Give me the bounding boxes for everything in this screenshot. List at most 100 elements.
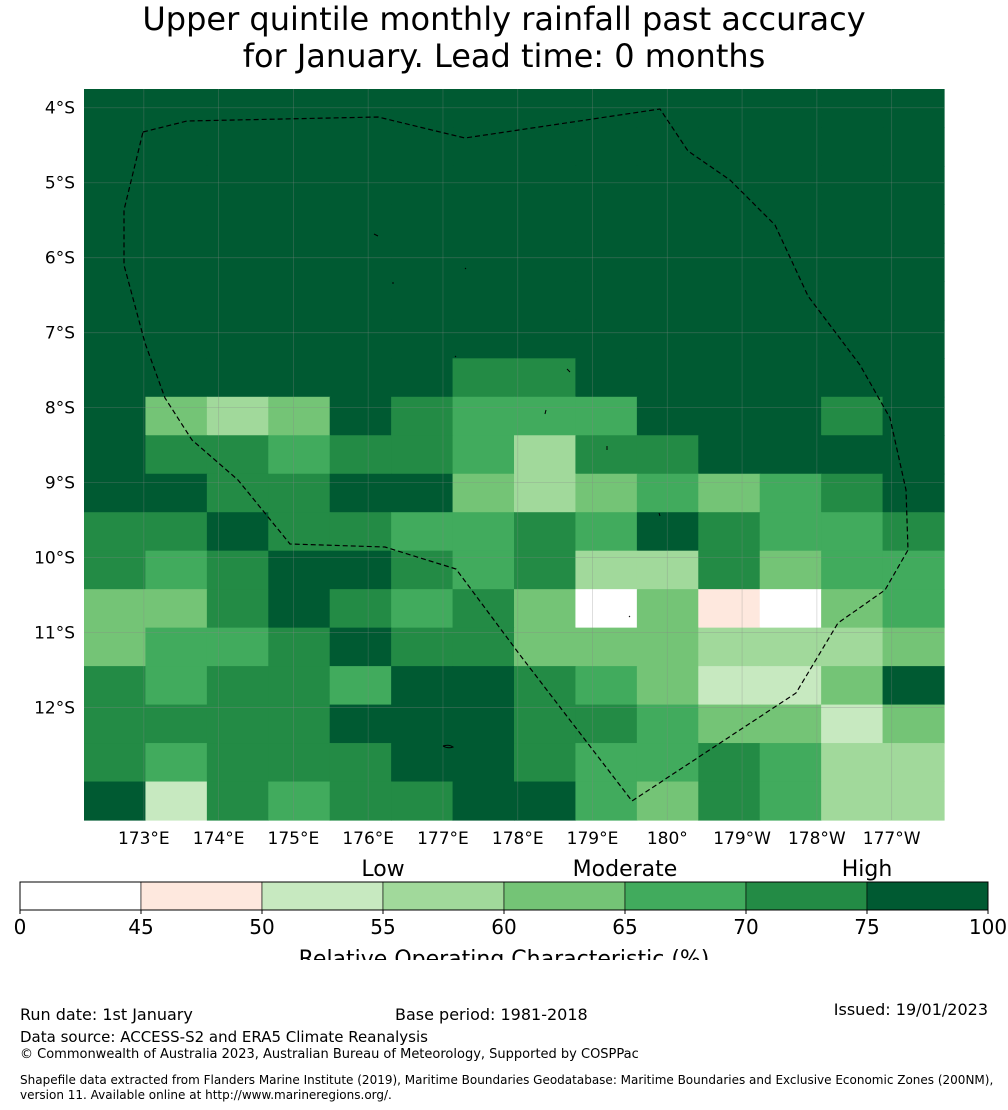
grid-cell (698, 781, 761, 821)
longitude-label: 174°E (193, 829, 245, 849)
base-period: Base period: 1981-2018 (395, 1005, 588, 1024)
grid-cell (329, 550, 392, 590)
grid-cell (268, 743, 331, 783)
latitude-label: 7°S (45, 324, 75, 344)
grid-cell (268, 165, 331, 206)
latitude-label: 11°S (34, 624, 75, 644)
grid-cell (636, 627, 699, 667)
grid-cell (206, 589, 269, 629)
grid-cell (268, 666, 331, 706)
grid-cell (821, 550, 884, 590)
grid-cell (575, 589, 638, 629)
island-outlines (373, 233, 661, 749)
grid-cell (882, 319, 945, 359)
grid-cell (268, 781, 331, 821)
grid-cell (575, 473, 638, 513)
grid-cell (84, 550, 147, 590)
grid-cell (206, 127, 269, 167)
grid-cell (268, 473, 331, 513)
grid-cell (759, 435, 822, 475)
grid-cell (452, 127, 515, 167)
grid-cell (514, 281, 577, 321)
grid-cell (636, 666, 699, 706)
grid-cell (821, 589, 884, 629)
grid-cell (145, 627, 208, 667)
grid-cell (84, 165, 147, 206)
grid-cell (759, 396, 822, 436)
colorbar-tick-label: 65 (612, 915, 637, 939)
grid-cell (882, 550, 945, 590)
grid-cell (145, 319, 208, 359)
grid-cell (268, 435, 331, 475)
grid-cell (759, 281, 822, 321)
colorbar-tick-label: 100 (969, 915, 1007, 939)
colorbar-swatch (745, 881, 868, 911)
grid-cell (268, 242, 331, 282)
grid-cell (514, 589, 577, 629)
grid-cell (514, 550, 577, 590)
longitude-tick-labels: 173°E 174°E 175°E 176°E 177°E 178°E 179°E 180° 1… (118, 829, 921, 849)
grid-cell (636, 743, 699, 783)
grid-cell (329, 704, 392, 744)
latitude-label: 12°S (34, 699, 75, 719)
grid-cell (145, 512, 208, 552)
grid-cell (84, 89, 147, 129)
grid-cell (206, 396, 269, 436)
grid-cell (391, 781, 454, 821)
grid-cell (636, 204, 699, 244)
grid-cell (84, 319, 147, 359)
grid-cell (329, 781, 392, 821)
grid-cell (575, 627, 638, 667)
grid-cell (268, 589, 331, 629)
grid-cell (268, 204, 331, 244)
grid-cell (575, 89, 638, 129)
grid-cell (329, 358, 392, 398)
grid-cell (514, 204, 577, 244)
grid-cell (268, 396, 331, 436)
colorbar-swatch (866, 881, 989, 911)
grid-cell (391, 435, 454, 475)
grid-cell (821, 512, 884, 552)
grid-cell (514, 473, 577, 513)
grid-cell (636, 396, 699, 436)
grid-cell (821, 743, 884, 783)
grid-cell (821, 473, 884, 513)
grid-cell (821, 281, 884, 321)
grid-cell (452, 319, 515, 359)
latitude-label: 5°S (45, 174, 75, 194)
colorbar-label: Relative Operating Characteristic (%) (299, 947, 710, 960)
grid-cell (698, 589, 761, 629)
grid-cell (145, 242, 208, 282)
grid-cell (329, 473, 392, 513)
grid-cell (514, 512, 577, 552)
longitude-label: 179°W (713, 829, 771, 849)
grid-cell (759, 666, 822, 706)
run-date: Run date: 1st January (20, 1005, 193, 1024)
colorbar-tick-label: 50 (249, 915, 274, 939)
grid-cell (575, 435, 638, 475)
grid-cell (452, 358, 515, 398)
longitude-label: 173°E (118, 829, 170, 849)
grid-cell (821, 627, 884, 667)
latitude-tick-labels: 4°S 5°S 6°S 7°S 8°S 9°S 10°S 11°S 12°S (34, 99, 75, 719)
grid-cell (206, 358, 269, 398)
grid-cell (575, 743, 638, 783)
colorbar-category-low: Low (361, 857, 404, 882)
grid-cell (698, 358, 761, 398)
eez-boundary (123, 108, 909, 802)
grid-cell (514, 704, 577, 744)
grid-cell (698, 704, 761, 744)
colorbar-swatch (140, 881, 263, 911)
grid-cell (268, 127, 331, 167)
grid-cell (84, 627, 147, 667)
grid-cell (145, 781, 208, 821)
grid-cell (84, 435, 147, 475)
grid-cell (206, 704, 269, 744)
grid-cell (759, 550, 822, 590)
grid-cell (391, 550, 454, 590)
grid-cell (391, 89, 454, 129)
grid-cell (145, 281, 208, 321)
grid-cell (882, 473, 945, 513)
grid-cell (698, 550, 761, 590)
colorbar-swatch (382, 881, 505, 911)
